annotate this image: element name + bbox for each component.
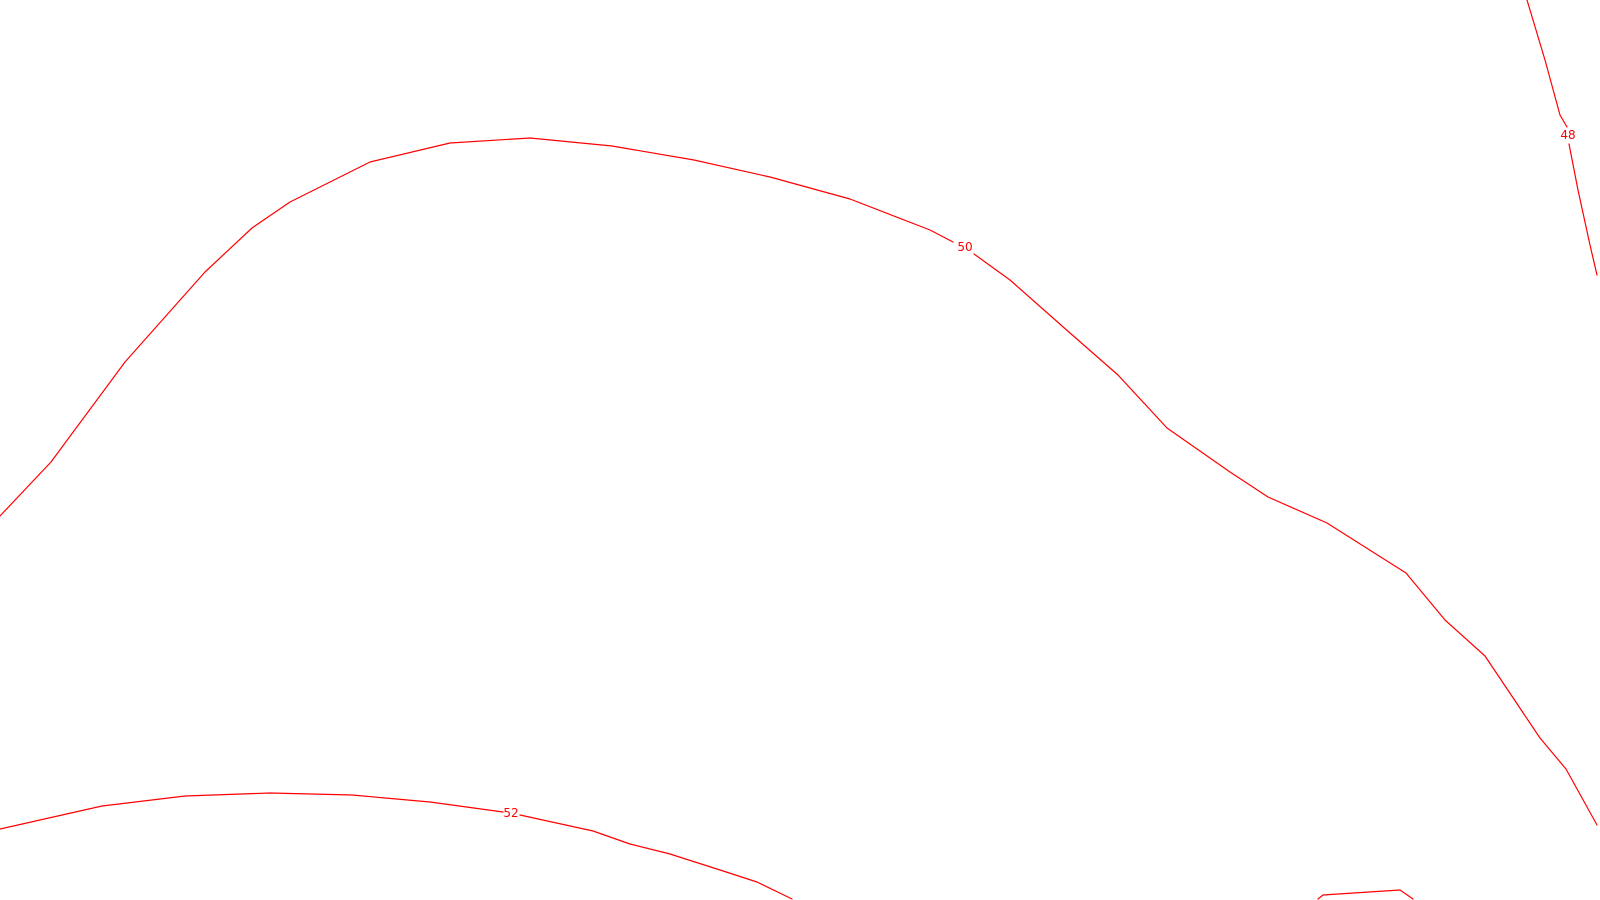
contour-label-48: 48 bbox=[1560, 128, 1575, 142]
contour-fragment bbox=[1317, 889, 1414, 900]
contour-line-fragment bbox=[1317, 889, 1414, 900]
contour-label-50: 50 bbox=[957, 240, 972, 254]
contour-48: 48 bbox=[1526, 0, 1598, 276]
contour-line-48 bbox=[1526, 0, 1568, 128]
contour-line-52-right bbox=[519, 814, 793, 900]
contour-50: 50 bbox=[0, 137, 1598, 826]
contour-line-52-left bbox=[0, 792, 504, 830]
contour-label-52: 52 bbox=[503, 806, 518, 820]
contour-line-50-left bbox=[0, 137, 954, 517]
contour-line-50-right bbox=[973, 253, 1598, 826]
contour-line-48-lower bbox=[1568, 143, 1598, 276]
contour-52: 52 bbox=[0, 792, 793, 900]
